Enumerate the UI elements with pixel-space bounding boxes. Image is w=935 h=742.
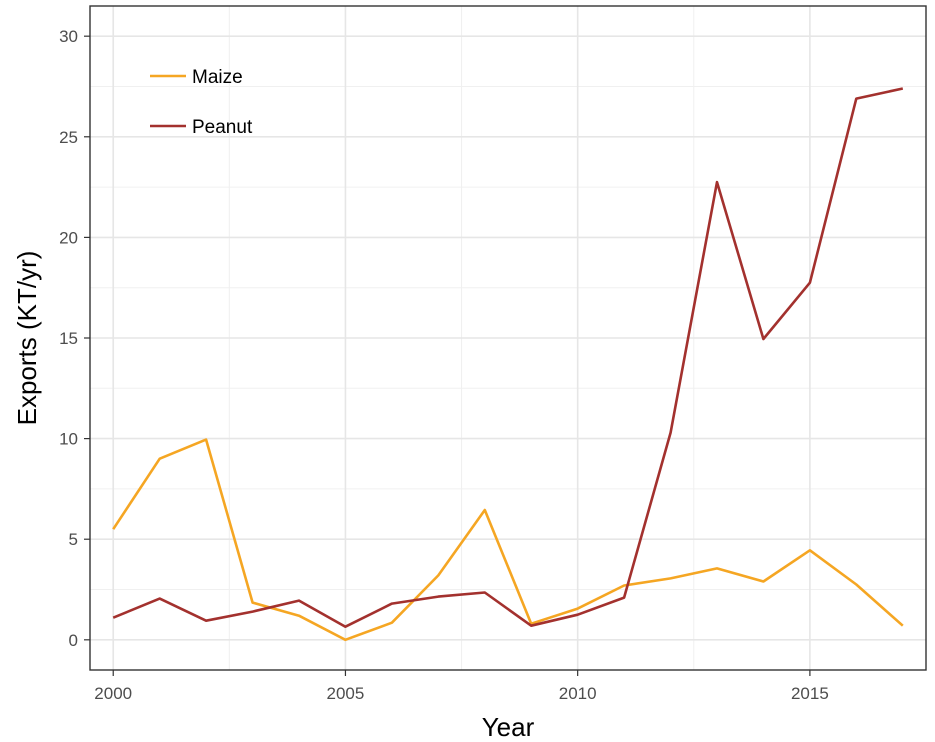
series-line-maize [112,438,904,642]
y-tick-label: 20 [59,228,78,247]
legend-label-peanut: Peanut [192,117,253,138]
axis-ticks: 0 5 10 15 20 25 30 2000 2005 2010 2015 [59,27,829,703]
y-tick-label: 0 [69,631,78,650]
x-axis-title: Year [482,712,535,742]
major-grid [90,6,926,670]
legend: Maize Peanut [150,67,253,138]
legend-label-maize: Maize [192,67,243,88]
x-tick-label: 2005 [327,684,365,703]
y-tick-label: 15 [59,329,78,348]
x-tick-label: 2015 [791,684,829,703]
plot-border [89,5,927,671]
series-line-peanut [112,87,904,629]
y-axis-title: Exports (KT/yr) [12,251,42,426]
y-tick-label: 10 [59,430,78,449]
y-tick-label: 5 [69,530,78,549]
x-tick-label: 2010 [559,684,597,703]
y-tick-label: 30 [59,27,78,46]
x-tick-label: 2000 [94,684,132,703]
series-lines [112,87,904,642]
y-tick-label: 25 [59,128,78,147]
